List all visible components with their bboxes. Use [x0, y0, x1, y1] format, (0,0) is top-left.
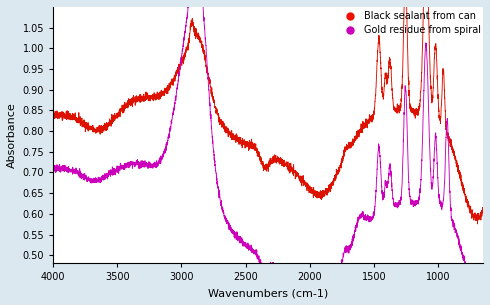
Line: Black sealant from can: Black sealant from can [53, 0, 483, 224]
Gold residue from spiral [305, 291, 311, 294]
Black sealant from can [140, 95, 146, 99]
Gold residue from spiral [50, 164, 56, 168]
X-axis label: Wavenumbers (cm-1): Wavenumbers (cm-1) [208, 288, 328, 298]
Black sealant from can [475, 222, 481, 226]
Black sealant from can [447, 140, 453, 143]
Legend: Black sealant from can, Gold residue from spiral: Black sealant from can, Gold residue fro… [338, 9, 483, 37]
Gold residue from spiral [480, 269, 486, 273]
Gold residue from spiral [140, 165, 146, 168]
Black sealant from can [323, 191, 329, 194]
Line: Gold residue from spiral: Gold residue from spiral [53, 0, 483, 305]
Gold residue from spiral [447, 192, 453, 196]
Black sealant from can [305, 184, 311, 188]
Gold residue from spiral [253, 251, 259, 255]
Gold residue from spiral [206, 88, 212, 92]
Black sealant from can [206, 78, 212, 82]
Black sealant from can [253, 147, 259, 151]
Black sealant from can [480, 209, 486, 213]
Black sealant from can [50, 112, 56, 115]
Y-axis label: Absorbance: Absorbance [7, 102, 17, 168]
